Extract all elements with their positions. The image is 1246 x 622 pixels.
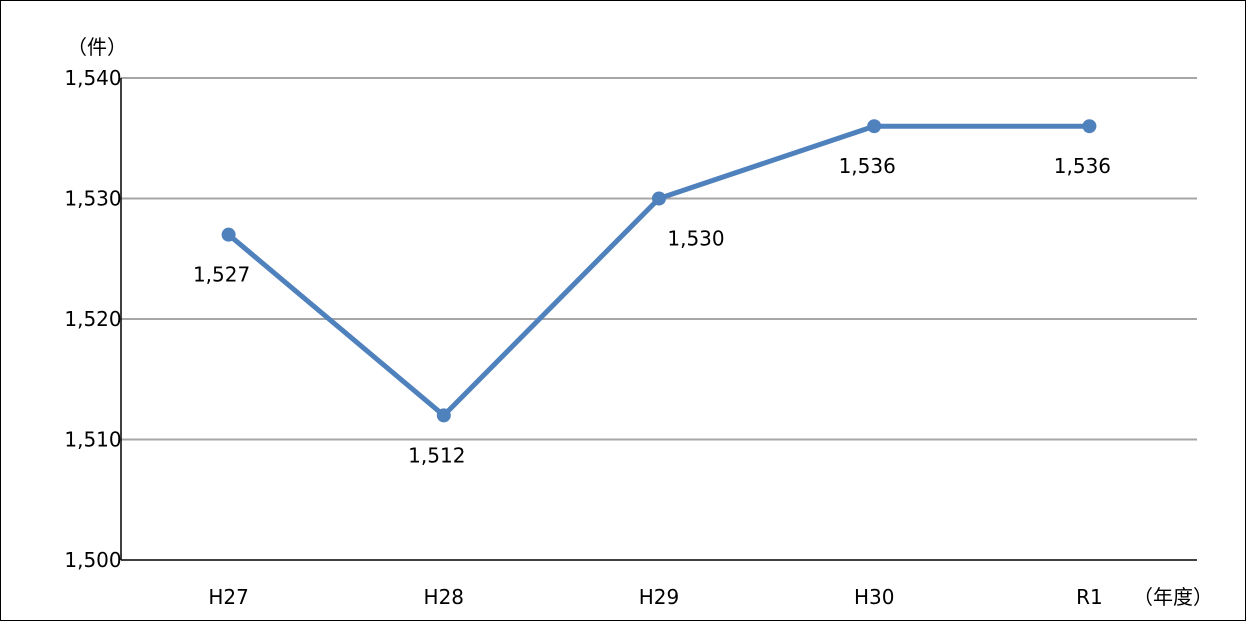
data-point bbox=[221, 227, 236, 242]
data-point bbox=[1082, 119, 1097, 134]
y-axis-tick-labels: 1,500 1,510 1,520 1,530 1,540 bbox=[64, 66, 121, 572]
y-tick-label: 1,520 bbox=[64, 307, 121, 331]
data-point bbox=[436, 408, 451, 423]
data-point bbox=[652, 191, 666, 206]
x-axis-tick-labels: H27 H28 H29 H30 R1 bbox=[208, 585, 1102, 609]
data-label: 1,512 bbox=[408, 443, 465, 467]
y-tick-label: 1,510 bbox=[64, 428, 121, 452]
x-tick-label: H27 bbox=[208, 585, 249, 609]
data-point bbox=[867, 119, 882, 134]
data-labels: 1,527 1,512 1,530 1,536 1,536 bbox=[193, 154, 1111, 467]
x-axis-unit-label: （年度） bbox=[1133, 585, 1213, 609]
x-tick-label: R1 bbox=[1076, 585, 1103, 609]
data-points bbox=[221, 119, 1097, 423]
data-label: 1,530 bbox=[667, 227, 724, 251]
axes bbox=[120, 78, 1197, 561]
y-tick-label: 1,540 bbox=[64, 66, 121, 90]
y-tick-label: 1,500 bbox=[64, 548, 121, 572]
y-axis-unit-label: （件） bbox=[67, 35, 127, 59]
data-label: 1,536 bbox=[839, 154, 896, 178]
series-line bbox=[226, 123, 1092, 418]
data-label: 1,527 bbox=[193, 263, 250, 287]
series bbox=[226, 123, 1092, 418]
data-label: 1,536 bbox=[1054, 154, 1111, 178]
x-tick-label: H28 bbox=[424, 585, 465, 609]
x-tick-label: H30 bbox=[854, 585, 895, 609]
x-tick-label: H29 bbox=[639, 585, 680, 609]
y-tick-label: 1,530 bbox=[64, 187, 121, 211]
gridlines bbox=[121, 77, 1197, 441]
